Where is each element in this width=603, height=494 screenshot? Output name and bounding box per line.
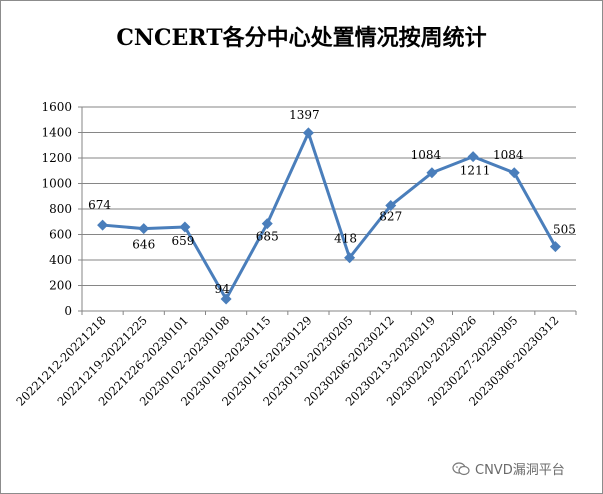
y-tick-labels: 0 200 400 600 800 1000 1200 1400 1600: [41, 100, 72, 318]
data-label: 827: [379, 210, 402, 224]
series-line: [102, 131, 557, 301]
data-point: [261, 218, 273, 230]
axes: [78, 106, 577, 315]
data-label: 1397: [289, 108, 320, 122]
y-tick-label: 1600: [41, 100, 72, 114]
data-label: 505: [553, 223, 576, 237]
series: [97, 127, 561, 305]
data-point: [97, 219, 109, 231]
y-tick-label: 600: [49, 228, 72, 242]
y-tick-label: 400: [49, 253, 72, 267]
y-tick-label: 800: [49, 202, 72, 216]
data-point: [467, 151, 479, 163]
y-tick-label: 1400: [41, 126, 72, 140]
data-point: [220, 293, 232, 305]
data-label: 685: [256, 230, 279, 244]
data-point: [426, 167, 438, 179]
wechat-icon: [452, 461, 470, 475]
y-tick-label: 1000: [41, 177, 72, 191]
data-label: 418: [334, 232, 357, 246]
watermark-text: CNVD漏洞平台: [475, 463, 565, 478]
data-label: 94: [214, 282, 230, 296]
data-label: 674: [88, 198, 111, 212]
y-tick-label: 200: [49, 279, 72, 293]
gridlines: [82, 106, 576, 286]
data-point: [179, 221, 191, 233]
watermark: CNVD漏洞平台: [452, 459, 565, 478]
y-tick-label: 1200: [41, 151, 72, 165]
x-tick-labels: 20221212-2022121820221219-20221225202212…: [13, 313, 561, 408]
data-label: 646: [132, 238, 155, 252]
data-point: [344, 252, 356, 264]
y-tick-label: 0: [64, 304, 72, 318]
data-point: [385, 200, 397, 212]
data-label: 1084: [411, 148, 442, 162]
data-point: [508, 167, 520, 179]
data-label: 1084: [493, 148, 524, 162]
data-label: 659: [171, 234, 194, 248]
data-point: [302, 127, 314, 139]
chart-title: CNCERT各分中心处置情况按周统计: [116, 25, 487, 51]
data-point: [549, 241, 561, 253]
data-label: 1211: [460, 164, 491, 178]
data-point: [138, 223, 150, 235]
